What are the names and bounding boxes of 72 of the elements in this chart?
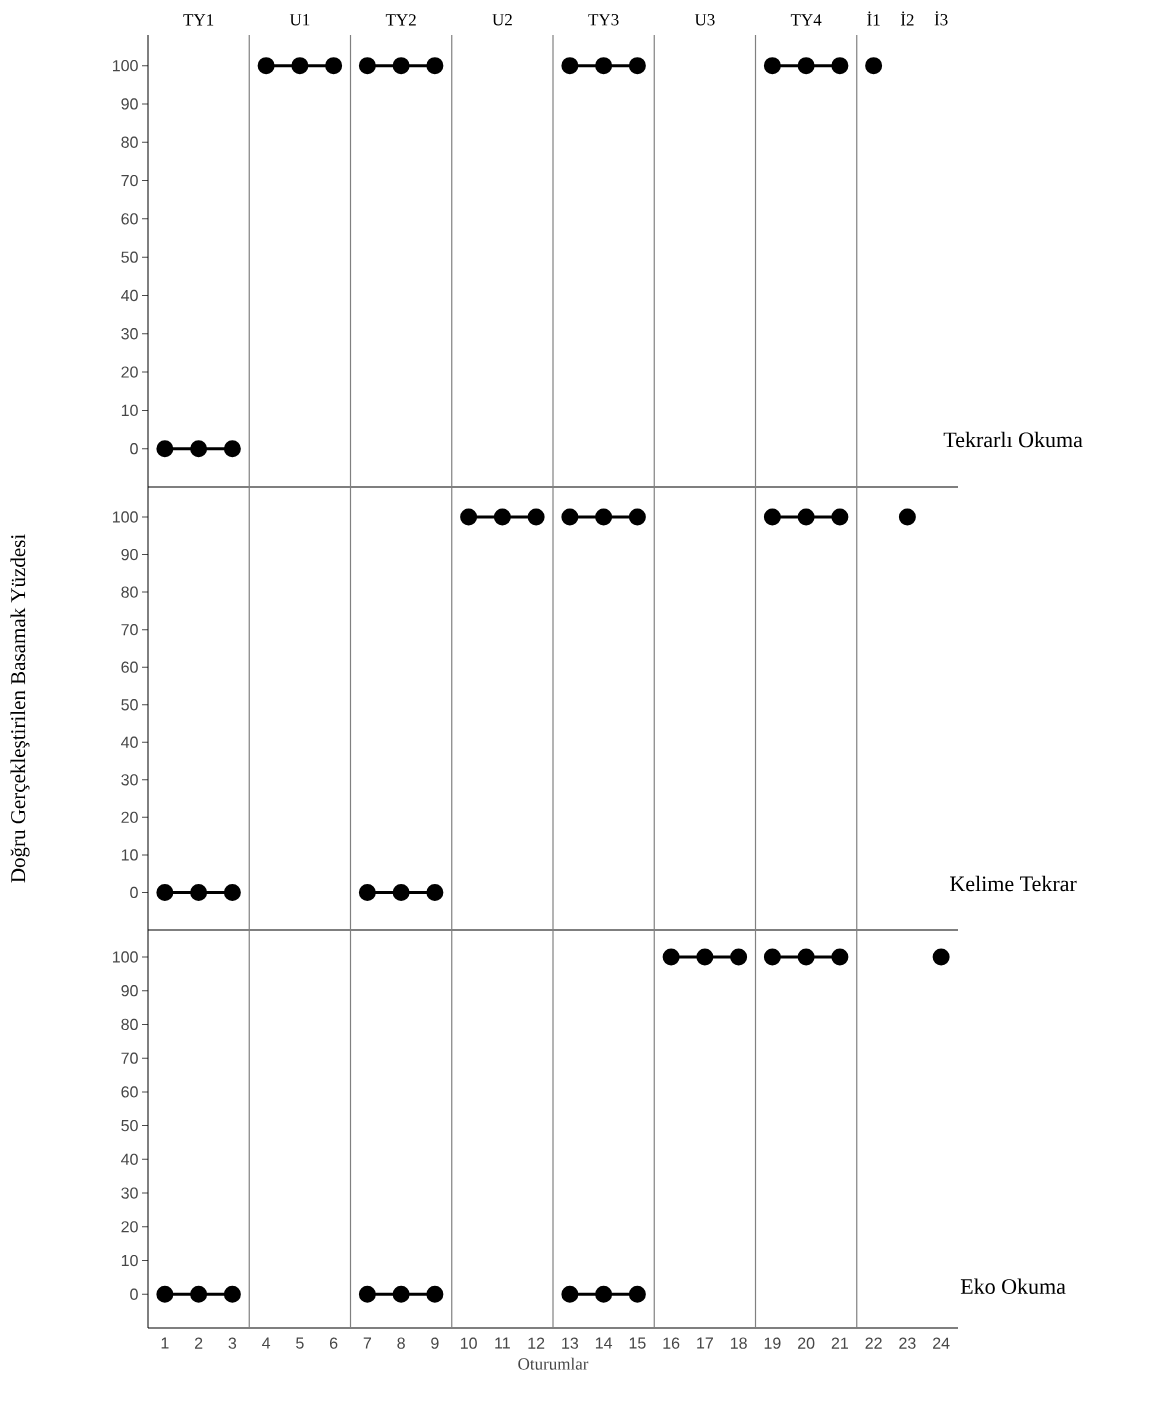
y-tick-label: 100 — [113, 951, 138, 963]
y-tick-label: 80 — [121, 136, 138, 148]
x-tick-label: 13 — [562, 1337, 579, 1349]
y-tick-label: 10 — [121, 1254, 138, 1267]
y-tick-label: 60 — [121, 213, 138, 225]
text: Eko Okuma — [960, 1278, 1066, 1294]
text: İ1 — [867, 11, 880, 26]
y-tick-label: 0 — [130, 1288, 138, 1300]
text: TY1 — [183, 14, 214, 26]
x-tick-label: 16 — [663, 1337, 680, 1349]
x-tick-label: 10 — [460, 1337, 477, 1349]
x-tick-label: 12 — [528, 1337, 545, 1349]
text: Kelime Tekrar — [950, 875, 1077, 892]
text: İ2 — [900, 11, 914, 26]
y-tick-label: 80 — [121, 586, 138, 598]
y-tick-label: 100 — [112, 511, 138, 523]
x-tick-label: 2 — [194, 1337, 203, 1349]
y-tick-label: 50 — [121, 699, 138, 711]
x-tick-label: 17 — [697, 1337, 713, 1349]
y-tick-label: 70 — [121, 623, 138, 636]
y-tick-label: 60 — [121, 1086, 138, 1098]
text: U1 — [289, 14, 310, 26]
y-tick-label: 40 — [121, 289, 138, 302]
y-tick-label: 0 — [130, 886, 138, 899]
y-tick-label: 80 — [121, 1018, 138, 1031]
x-tick-label: 21 — [831, 1337, 848, 1349]
y-tick-label: 0 — [130, 443, 138, 455]
x-tick-label: 20 — [798, 1337, 815, 1349]
x-tick-label: 11 — [495, 1337, 510, 1349]
y-tick-label: 40 — [121, 1153, 138, 1166]
text: U3 — [694, 14, 715, 26]
y-tick-label: 20 — [121, 366, 138, 378]
text: İ3 — [934, 11, 948, 26]
y-tick-label: 90 — [121, 985, 138, 997]
x-tick-label: 8 — [397, 1337, 405, 1349]
x-tick-label: 9 — [431, 1337, 439, 1349]
text: TY3 — [588, 14, 619, 26]
x-tick-label: 18 — [730, 1337, 747, 1349]
x-tick-label: 24 — [933, 1337, 950, 1349]
y-tick-label: 100 — [113, 59, 138, 72]
y-tick-label: 20 — [121, 811, 138, 824]
y-tick-label: 10 — [121, 849, 138, 861]
y-tick-label: 50 — [121, 1119, 138, 1132]
y-tick-label: 90 — [121, 548, 138, 561]
x-tick-label: 4 — [262, 1337, 271, 1349]
y-tick-label: 90 — [121, 98, 138, 110]
x-tick-label: 14 — [595, 1337, 613, 1349]
y-tick-label: 30 — [121, 774, 138, 786]
x-tick-label: 23 — [899, 1337, 916, 1349]
y-tick-label: 30 — [121, 328, 138, 340]
x-axis-title: Oturumlar — [518, 1357, 589, 1370]
x-tick-label: 22 — [865, 1337, 882, 1349]
y-tick-label: 10 — [121, 404, 138, 417]
y-tick-label: 70 — [121, 174, 138, 187]
x-tick-label: 6 — [329, 1337, 338, 1349]
y-tick-label: 40 — [121, 736, 138, 748]
x-tick-label: 1 — [161, 1337, 169, 1349]
text: Tekrarlı Okuma — [943, 431, 1083, 448]
y-tick-label: 50 — [121, 251, 138, 263]
y-tick-label: 60 — [121, 661, 138, 673]
text: U2 — [492, 14, 512, 26]
x-tick-label: 15 — [629, 1337, 646, 1349]
y-tick-label: 30 — [121, 1187, 138, 1199]
y-tick-label: 70 — [121, 1052, 138, 1064]
text: TY4 — [790, 14, 822, 26]
y-axis-title: Doğru Gerçekleştirilen Basamak Yüzdesi — [10, 534, 30, 883]
x-tick-label: 7 — [363, 1337, 372, 1349]
x-tick-label: 19 — [764, 1337, 781, 1349]
y-tick-label: 20 — [121, 1221, 138, 1233]
x-tick-label: 5 — [296, 1337, 304, 1349]
x-tick-label: 3 — [228, 1337, 237, 1349]
text: TY2 — [385, 14, 416, 26]
